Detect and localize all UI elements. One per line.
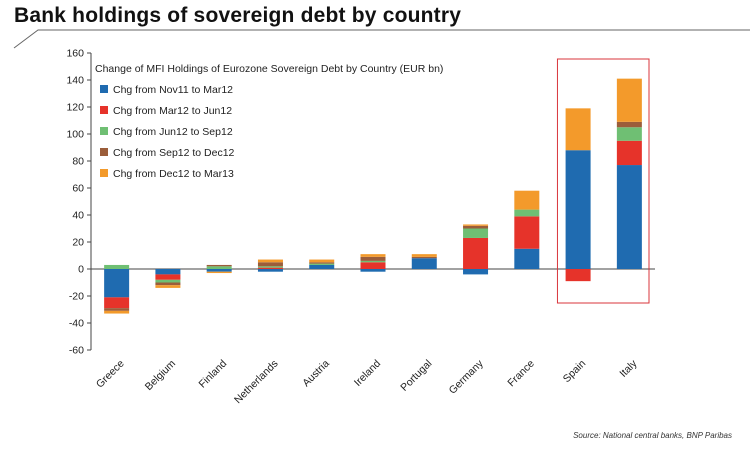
source-note: Source: National central banks, BNP Pari…	[573, 431, 732, 440]
bar-segment	[155, 282, 181, 286]
bar-segment	[360, 256, 386, 261]
y-tick-label: -20	[69, 291, 84, 303]
bar-segment	[463, 228, 489, 238]
chart-title: Change of MFI Holdings of Eurozone Sover…	[95, 63, 443, 75]
bar-segment	[616, 165, 642, 269]
y-tick-label: 80	[72, 156, 84, 168]
bar-segment	[155, 274, 181, 280]
bar-segment	[514, 209, 540, 217]
bar-segment	[463, 237, 489, 269]
bar-segment	[155, 279, 181, 283]
legend-label: Chg from Sep12 to Dec12	[113, 147, 235, 159]
x-tick-label: Netherlands	[232, 358, 281, 407]
bar-segment	[565, 108, 591, 151]
y-tick-label: 40	[72, 210, 84, 222]
bar-segment	[257, 269, 283, 272]
bar-segment	[257, 262, 283, 267]
y-tick-label: -60	[69, 345, 84, 357]
bar-segment	[257, 259, 283, 263]
legend-swatch	[100, 169, 108, 177]
x-tick-label: Greece	[94, 358, 127, 391]
bar-segment	[206, 269, 232, 272]
x-tick-label: Belgium	[143, 357, 178, 392]
bar-segment	[309, 259, 335, 263]
y-tick-label: -40	[69, 318, 84, 330]
bar-segment	[411, 258, 437, 269]
legend-label: Chg from Jun12 to Sep12	[113, 126, 233, 138]
bar-segment	[206, 264, 232, 267]
bar-segment	[206, 271, 232, 274]
legend: Chg from Nov11 to Mar12 Chg from Mar12 to…	[100, 84, 235, 180]
y-tick-label: 140	[66, 75, 84, 87]
bar-segment	[514, 190, 540, 210]
x-tick-label: France	[505, 358, 537, 390]
title-rule	[13, 29, 750, 49]
x-tick-label: Austria	[300, 358, 332, 390]
legend-swatch	[100, 85, 108, 93]
bar-segment	[155, 269, 181, 275]
bar-segment	[411, 254, 437, 257]
bar-segment	[616, 140, 642, 166]
legend-label: Chg from Nov11 to Mar12	[113, 84, 233, 96]
bar-segment	[514, 216, 540, 249]
bar-segment	[309, 262, 335, 264]
y-tick-label: 60	[72, 183, 84, 195]
bar-segment	[309, 264, 335, 269]
y-tick-label: 120	[66, 102, 84, 114]
x-tick-label: Ireland	[352, 358, 383, 389]
x-tick-labels: Greece Belgium Finland Netherlands Austria Ir…	[94, 357, 640, 406]
bar-segment	[360, 269, 386, 272]
x-tick-label: Portugal	[398, 358, 434, 394]
bar-segment	[616, 121, 642, 128]
bar-segment	[257, 266, 283, 268]
bars-layer	[104, 78, 642, 314]
bar-segment	[463, 269, 489, 275]
legend-label: Chg from Dec12 to Mar13	[113, 168, 234, 180]
bar-segment	[104, 297, 130, 309]
bar-segment	[463, 225, 489, 229]
bar-segment	[360, 262, 386, 269]
y-tick-label: 100	[66, 129, 84, 141]
bar-segment	[104, 264, 130, 269]
bar-segment	[616, 78, 642, 122]
bar-segment	[104, 269, 130, 298]
y-tick-label: 20	[72, 237, 84, 249]
bar-segment	[360, 254, 386, 257]
bar-segment	[155, 285, 181, 288]
bar-segment	[565, 150, 591, 269]
bar-segment	[565, 269, 591, 282]
legend-swatch	[100, 106, 108, 114]
bar-segment	[411, 256, 437, 259]
bar-segment	[206, 266, 232, 269]
x-tick-label: Finland	[196, 358, 229, 391]
bar-segment	[104, 310, 130, 314]
x-tick-label: Spain	[561, 358, 589, 386]
bar-segment	[616, 127, 642, 141]
legend-swatch	[100, 148, 108, 156]
legend-swatch	[100, 127, 108, 135]
x-tick-label: Germany	[447, 357, 487, 397]
x-tick-label: Italy	[617, 357, 640, 380]
y-tick-label: 160	[66, 48, 84, 60]
bar-segment	[514, 248, 540, 269]
page-title: Bank holdings of sovereign debt by count…	[14, 4, 462, 27]
bar-segment	[360, 260, 386, 263]
y-tick-label: 0	[78, 264, 84, 276]
highlight-box	[556, 58, 650, 304]
legend-label: Chg from Mar12 to Jun12	[113, 105, 232, 117]
bar-segment	[309, 263, 335, 265]
bar-segment	[257, 267, 283, 269]
bar-segment	[463, 224, 489, 226]
bar-segment	[104, 308, 130, 311]
